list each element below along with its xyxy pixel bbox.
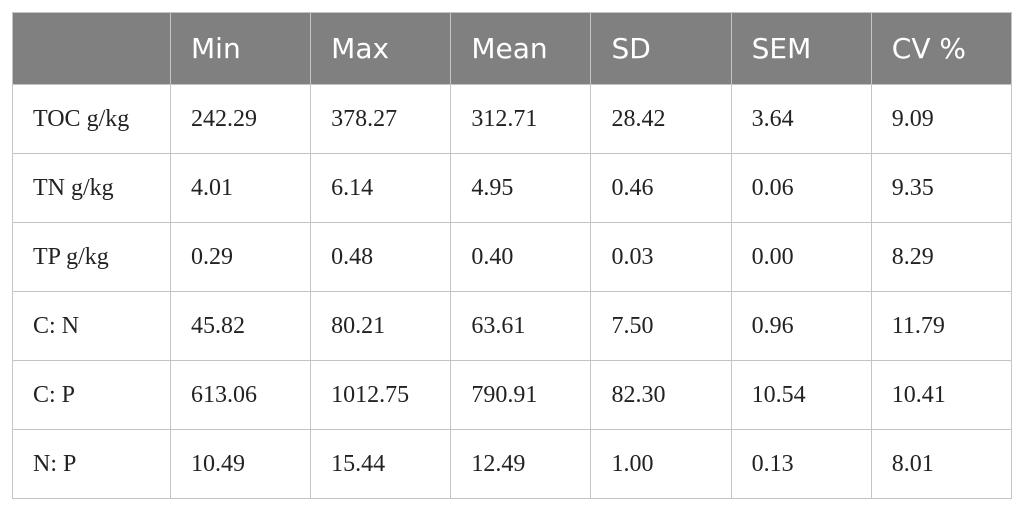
row-label: C: N: [12, 291, 171, 361]
data-cell: 0.03: [590, 222, 732, 292]
table-header: Min Max Mean SD SEM CV %: [12, 12, 1013, 85]
data-cell: 15.44: [310, 429, 452, 499]
data-cell: 28.42: [590, 84, 732, 154]
data-cell: 10.54: [730, 360, 872, 430]
data-cell: 12.49: [450, 429, 592, 499]
data-cell: 7.50: [590, 291, 732, 361]
data-cell: 1012.75: [310, 360, 452, 430]
column-header: Mean: [450, 12, 592, 85]
data-cell: 0.06: [730, 153, 872, 223]
data-cell: 0.00: [730, 222, 872, 292]
data-cell: 3.64: [730, 84, 872, 154]
data-cell: 10.41: [870, 360, 1013, 430]
data-cell: 9.35: [870, 153, 1013, 223]
data-cell: 8.01: [870, 429, 1013, 499]
column-header: Max: [310, 12, 452, 85]
row-label: C: P: [12, 360, 171, 430]
data-cell: 0.46: [590, 153, 732, 223]
table-row: TN g/kg 4.01 6.14 4.95 0.46 0.06 9.35: [12, 153, 1013, 223]
data-cell: 378.27: [310, 84, 452, 154]
data-cell: 0.40: [450, 222, 592, 292]
data-cell: 0.96: [730, 291, 872, 361]
data-cell: 0.13: [730, 429, 872, 499]
column-header: Min: [169, 12, 312, 85]
corner-cell: [12, 12, 171, 85]
data-cell: 0.48: [310, 222, 452, 292]
data-cell: 63.61: [450, 291, 592, 361]
table-container: Min Max Mean SD SEM CV % TOC g/kg 242.29 378.27…: [12, 12, 1013, 499]
row-label: TOC g/kg: [12, 84, 171, 154]
stats-table: Min Max Mean SD SEM CV % TOC g/kg 242.29 378.27…: [12, 12, 1013, 499]
data-cell: 8.29: [870, 222, 1013, 292]
data-cell: 0.29: [169, 222, 312, 292]
data-cell: 4.01: [169, 153, 312, 223]
data-cell: 11.79: [870, 291, 1013, 361]
column-header: SD: [590, 12, 732, 85]
row-label: TP g/kg: [12, 222, 171, 292]
data-cell: 45.82: [169, 291, 312, 361]
table-row: TOC g/kg 242.29 378.27 312.71 28.42 3.64 9.09: [12, 84, 1013, 154]
table-row: C: P 613.06 1012.75 790.91 82.30 10.54 10.41: [12, 360, 1013, 430]
table-row: C: N 45.82 80.21 63.61 7.50 0.96 11.79: [12, 291, 1013, 361]
column-header: SEM: [730, 12, 872, 85]
row-label: N: P: [12, 429, 171, 499]
row-label: TN g/kg: [12, 153, 171, 223]
data-cell: 10.49: [169, 429, 312, 499]
table-row: N: P 10.49 15.44 12.49 1.00 0.13 8.01: [12, 429, 1013, 499]
data-cell: 6.14: [310, 153, 452, 223]
data-cell: 9.09: [870, 84, 1013, 154]
data-cell: 82.30: [590, 360, 732, 430]
header-row: Min Max Mean SD SEM CV %: [12, 12, 1013, 85]
data-cell: 790.91: [450, 360, 592, 430]
data-cell: 1.00: [590, 429, 732, 499]
data-cell: 613.06: [169, 360, 312, 430]
column-header: CV %: [870, 12, 1013, 85]
table-body: TOC g/kg 242.29 378.27 312.71 28.42 3.64 9.09 T…: [12, 84, 1013, 499]
table-row: TP g/kg 0.29 0.48 0.40 0.03 0.00 8.29: [12, 222, 1013, 292]
data-cell: 242.29: [169, 84, 312, 154]
data-cell: 4.95: [450, 153, 592, 223]
data-cell: 80.21: [310, 291, 452, 361]
data-cell: 312.71: [450, 84, 592, 154]
